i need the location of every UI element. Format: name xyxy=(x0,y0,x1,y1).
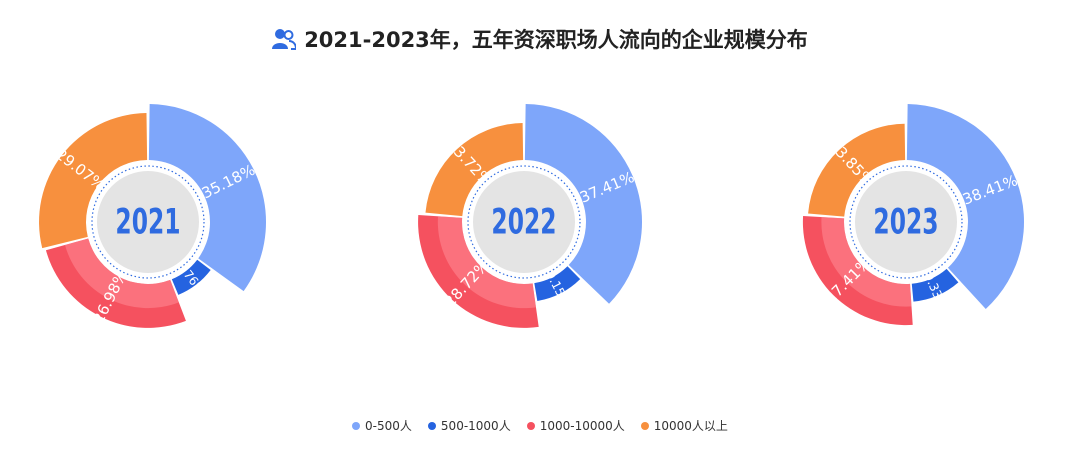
center-year-2022: 2022 xyxy=(491,202,556,242)
legend-label: 0-500人 xyxy=(365,419,412,433)
legend-swatch xyxy=(427,421,436,430)
slice-2021-10000-plus xyxy=(39,113,148,249)
slice-2022-0-500 xyxy=(524,104,643,304)
center-disc-2023 xyxy=(855,171,957,273)
charts-canvas: 35.18%8.76%26.98%29.07%2021 37.41%10.15%2… xyxy=(39,104,1025,328)
slice-2023-500-1000 xyxy=(911,268,959,302)
legend-swatch xyxy=(352,421,361,430)
center-year-2021: 2021 xyxy=(115,202,180,242)
slice-2023-10000-plus xyxy=(808,123,906,217)
slice-2023-0-500 xyxy=(906,104,1025,309)
center-disc-2022 xyxy=(473,171,575,273)
slice-2023-1000-10000-inner-band xyxy=(821,217,912,307)
chart-title-row: 2021-2023年，五年资深职场人流向的企业规模分布 xyxy=(0,24,1080,54)
slice-2022-10000-plus xyxy=(425,123,524,217)
legend-swatch xyxy=(640,421,649,430)
dotted-ring-2023 xyxy=(849,165,963,279)
legend-label: 1000-10000人 xyxy=(539,419,625,433)
legend: 0-500人 500-1000人 1000-10000人 10000人以上 xyxy=(0,417,1080,434)
legend-item-500-1000: 500-1000人 xyxy=(427,417,511,434)
center-year-2023: 2023 xyxy=(873,202,938,242)
dotted-ring-2021 xyxy=(91,165,205,279)
center-disc-2021 xyxy=(97,171,199,273)
legend-item-1000-10000: 1000-10000人 xyxy=(526,417,625,434)
legend-label: 500-1000人 xyxy=(440,419,511,433)
slice-2022-1000-10000-inner-band xyxy=(437,216,536,309)
donut-chart-2023: 38.41%10.33%27.41%23.85%2023 xyxy=(802,104,1025,326)
legend-item-0-500: 0-500人 xyxy=(352,417,412,434)
slice-2021-500-1000 xyxy=(171,259,211,295)
legend-swatch xyxy=(526,421,535,430)
donut-chart-2022: 37.41%10.15%28.72%23.72%2022 xyxy=(418,104,643,328)
donut-chart-2021: 35.18%8.76%26.98%29.07%2021 xyxy=(39,104,267,328)
slice-2021-0-500 xyxy=(148,104,267,292)
slice-2021-1000-10000-inner-band xyxy=(64,238,179,309)
dotted-ring-2022 xyxy=(467,165,581,279)
legend-item-10000-plus: 10000人以上 xyxy=(640,417,728,434)
legend-label: 10000人以上 xyxy=(653,419,728,433)
chart-title: 2021-2023年，五年资深职场人流向的企业规模分布 xyxy=(304,28,808,52)
slice-2022-500-1000 xyxy=(534,266,581,301)
